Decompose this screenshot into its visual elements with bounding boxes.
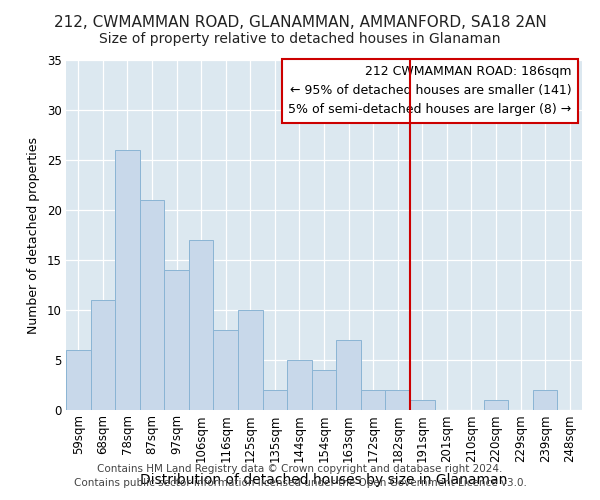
Bar <box>238 310 263 410</box>
Bar <box>533 390 557 410</box>
Bar <box>410 400 434 410</box>
Bar <box>189 240 214 410</box>
Bar <box>214 330 238 410</box>
Bar <box>312 370 336 410</box>
Bar <box>336 340 361 410</box>
Bar <box>140 200 164 410</box>
Bar <box>164 270 189 410</box>
Y-axis label: Number of detached properties: Number of detached properties <box>27 136 40 334</box>
Bar <box>91 300 115 410</box>
Bar <box>287 360 312 410</box>
Text: Contains HM Land Registry data © Crown copyright and database right 2024.
Contai: Contains HM Land Registry data © Crown c… <box>74 464 526 487</box>
Text: 212, CWMAMMAN ROAD, GLANAMMAN, AMMANFORD, SA18 2AN: 212, CWMAMMAN ROAD, GLANAMMAN, AMMANFORD… <box>53 15 547 30</box>
Bar <box>385 390 410 410</box>
Text: Size of property relative to detached houses in Glanaman: Size of property relative to detached ho… <box>99 32 501 46</box>
Bar <box>484 400 508 410</box>
Bar <box>263 390 287 410</box>
Bar <box>66 350 91 410</box>
Bar <box>361 390 385 410</box>
Text: 212 CWMAMMAN ROAD: 186sqm
← 95% of detached houses are smaller (141)
5% of semi-: 212 CWMAMMAN ROAD: 186sqm ← 95% of detac… <box>289 66 572 116</box>
X-axis label: Distribution of detached houses by size in Glanaman: Distribution of detached houses by size … <box>140 473 508 487</box>
Bar <box>115 150 140 410</box>
